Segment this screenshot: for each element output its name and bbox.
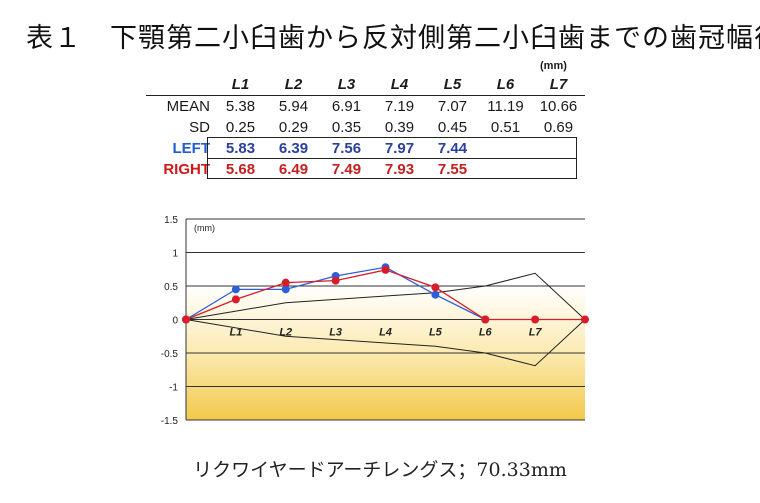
table-row-left: LEFT 5.83 6.39 7.56 7.97 7.44 (146, 138, 585, 159)
row-label: MEAN (166, 98, 210, 115)
table-row-mean: MEAN 5.38 5.94 6.91 7.19 7.07 11.19 10.6… (146, 96, 585, 118)
table-cell: 0.25 (225, 119, 256, 136)
y-tick-label: -0.5 (161, 349, 179, 360)
table-cell: 7.55 (437, 161, 468, 178)
table-cell: 11.19 (487, 98, 524, 115)
table-cell: 7.49 (331, 161, 362, 178)
table-cell: 0.35 (331, 119, 362, 136)
table-cell: 10.66 (539, 98, 578, 115)
y-tick-label: 0 (172, 316, 178, 327)
point-left (231, 285, 240, 294)
point-right (281, 278, 290, 287)
table-cell: 0.39 (384, 119, 415, 136)
point-left (431, 290, 440, 299)
table-cell: 7.97 (384, 140, 415, 157)
table-cell: 7.56 (331, 140, 362, 157)
y-tick-label: 0.5 (164, 282, 178, 293)
x-tick-label: L3 (329, 327, 342, 339)
caption: リクワイヤードアーチレングス；70.33mm (193, 459, 567, 481)
page-title: 表１ 下顎第二小臼歯から反対側第二小臼歯までの歯冠幅径 (26, 23, 760, 54)
x-tick-label: L6 (479, 327, 493, 339)
col-header: L6 (479, 74, 532, 96)
x-tick-label: L5 (429, 327, 443, 339)
table-cell: 0.69 (543, 119, 574, 136)
point-right (182, 315, 190, 324)
table-cell: 6.39 (278, 140, 309, 157)
point-right (381, 265, 390, 274)
x-tick-label: L7 (529, 327, 543, 339)
table-cell: 7.19 (384, 98, 415, 115)
y-tick-label: -1.5 (161, 416, 179, 427)
x-tick-label: L4 (379, 327, 392, 339)
table-corner (146, 74, 214, 96)
table-cell: 0.29 (278, 119, 309, 136)
point-right (431, 283, 440, 292)
x-tick-label: L2 (279, 327, 292, 339)
table-cell: 5.94 (278, 98, 309, 115)
col-header: L4 (373, 74, 426, 96)
col-header: L5 (426, 74, 479, 96)
table-cell: 0.51 (490, 119, 521, 136)
row-label: SD (189, 119, 210, 136)
table-cell: 7.44 (437, 140, 468, 157)
y-tick-label: -1 (169, 383, 178, 394)
table-cell: 5.83 (225, 140, 256, 157)
y-axis-ticks: 1.5 1 0.5 0 -0.5 -1 -1.5 (161, 215, 179, 427)
table-header-row: L1 L2 L3 L4 L5 L6 L7 (146, 74, 585, 96)
series-group (182, 263, 589, 324)
col-header: L1 (214, 74, 267, 96)
table-cell: 6.91 (331, 98, 362, 115)
table-unit: (mm) (540, 60, 567, 72)
point-right (531, 315, 540, 324)
row-label: LEFT (172, 140, 211, 157)
point-right (331, 276, 340, 285)
x-tick-label: L1 (229, 327, 242, 339)
table-row-right: RIGHT 5.68 6.49 7.49 7.93 7.55 (146, 159, 585, 180)
col-header: L3 (320, 74, 373, 96)
row-label: RIGHT (163, 161, 210, 178)
col-header: L7 (532, 74, 585, 96)
sd-band-lower (185, 319, 586, 367)
point-left (281, 285, 290, 294)
table-cell: 5.38 (225, 98, 256, 115)
sd-band (185, 272, 586, 367)
table-cell: 5.68 (225, 161, 256, 178)
point-right (581, 315, 589, 324)
table-cell: 6.49 (278, 161, 309, 178)
table-row-sd: SD 0.25 0.29 0.35 0.39 0.45 0.51 0.69 (146, 117, 585, 138)
point-right (481, 315, 490, 324)
chart-unit-label: (mm) (194, 223, 215, 233)
col-header: L2 (267, 74, 320, 96)
sd-band-upper (185, 272, 586, 320)
table-cell: 0.45 (437, 119, 468, 136)
y-tick-label: 1 (172, 249, 178, 260)
table-cell: 7.07 (437, 98, 468, 115)
point-right (231, 295, 240, 304)
crown-width-table: L1 L2 L3 L4 L5 L6 L7 MEAN 5.38 5.94 6.91… (146, 74, 585, 180)
y-tick-label: 1.5 (164, 215, 178, 226)
table-cell: 7.93 (384, 161, 415, 178)
left-right-divider (207, 158, 577, 159)
x-axis-labels: L1 L2 L3 L4 L5 L6 L7 (229, 327, 542, 339)
